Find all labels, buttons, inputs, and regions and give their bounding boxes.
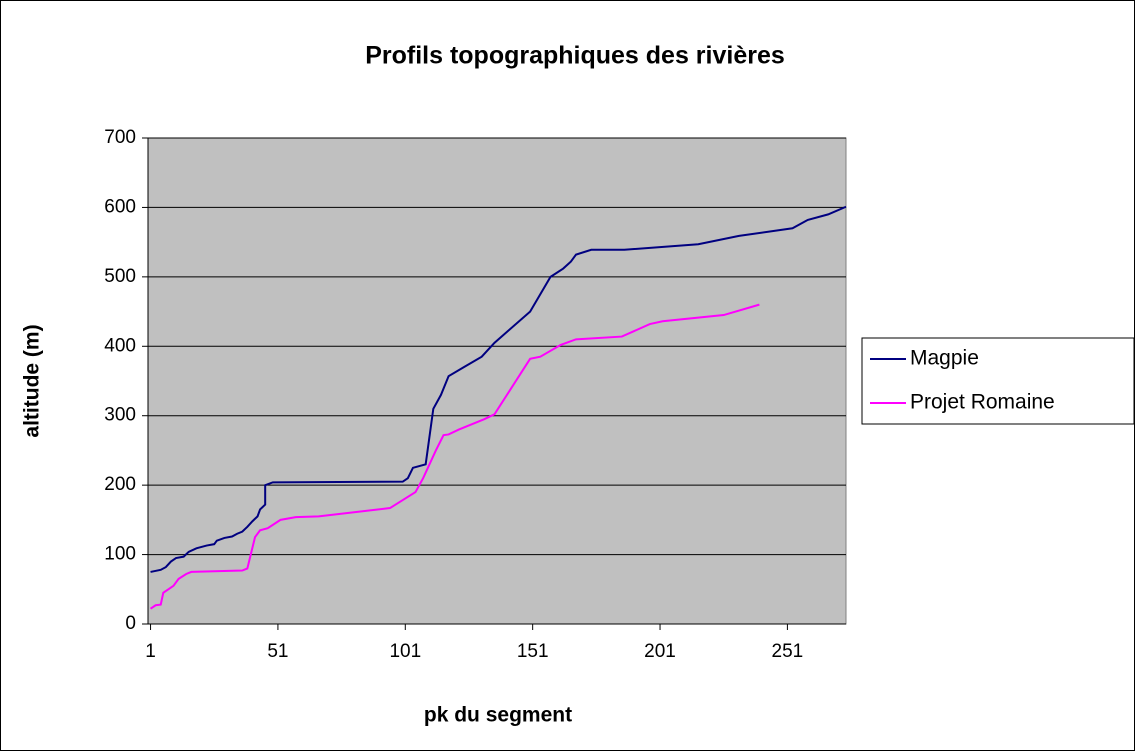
plot-area [147, 137, 847, 625]
x-tick-label: 101 [389, 641, 421, 662]
y-tick-label: 100 [104, 544, 136, 565]
y-tick-label: 500 [104, 266, 136, 287]
y-axis-label: altitude (m) [21, 324, 44, 437]
y-tick-label: 400 [104, 335, 136, 356]
y-tick-label: 0 [125, 613, 136, 634]
legend-label: Projet Romaine [910, 391, 1055, 414]
x-tick-label: 251 [772, 641, 804, 662]
line-series [150, 205, 847, 573]
y-tick-label: 300 [104, 405, 136, 426]
x-axis-label: pk du segment [424, 704, 572, 727]
x-tick-label: 1 [145, 641, 156, 662]
legend [861, 337, 1135, 425]
y-tick-label: 200 [104, 474, 136, 495]
chart-title: Profils topographiques des rivières [365, 42, 785, 70]
legend-label: Magpie [910, 347, 979, 370]
y-tick-label: 700 [104, 127, 136, 148]
x-tick-label: 51 [267, 641, 288, 662]
x-tick-label: 151 [517, 641, 549, 662]
x-tick-label: 201 [644, 641, 676, 662]
y-tick-label: 600 [104, 196, 136, 217]
line-series [149, 303, 760, 610]
